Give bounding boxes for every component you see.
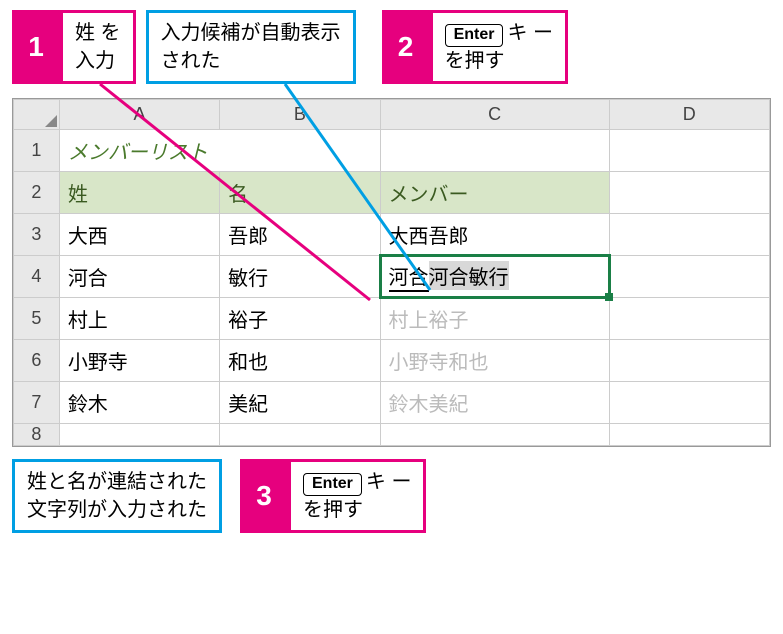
enter-key-label: Enter	[303, 473, 362, 496]
row-header[interactable]: 7	[14, 382, 60, 424]
cell[interactable]: 裕子	[220, 298, 380, 340]
cell[interactable]: 美紀	[220, 382, 380, 424]
callout-row-top: 1 姓 を 入力 入力候補が自動表示 された 2 Enterキ ー を押す	[0, 0, 783, 92]
callout-text: Enterキ ー を押す	[288, 459, 426, 533]
select-all-corner[interactable]	[14, 100, 60, 130]
cell[interactable]: 吾郎	[220, 214, 380, 256]
callout-3: 3 Enterキ ー を押す	[240, 459, 426, 533]
table-row: 7 鈴木 美紀 鈴木美紀	[14, 382, 770, 424]
cell[interactable]	[609, 214, 769, 256]
cell[interactable]	[220, 424, 380, 446]
table-row: 4 河合 敏行 河合河合敏行	[14, 256, 770, 298]
cell[interactable]	[609, 256, 769, 298]
cell[interactable]: メンバー	[380, 172, 609, 214]
row-header[interactable]: 4	[14, 256, 60, 298]
cell[interactable]: 名	[220, 172, 380, 214]
cell[interactable]	[609, 172, 769, 214]
cell[interactable]	[380, 424, 609, 446]
callout-text: 入力候補が自動表示 された	[146, 10, 356, 84]
table-row: 8	[14, 424, 770, 446]
typed-text: 河合	[389, 261, 429, 292]
col-header-b[interactable]: B	[220, 100, 380, 130]
cell[interactable]: 河合	[59, 256, 219, 298]
row-header[interactable]: 2	[14, 172, 60, 214]
table-row: 5 村上 裕子 村上裕子	[14, 298, 770, 340]
row-header[interactable]: 1	[14, 130, 60, 172]
cell[interactable]: 敏行	[220, 256, 380, 298]
cell[interactable]	[609, 340, 769, 382]
select-all-icon	[45, 115, 57, 127]
cell[interactable]: 鈴木	[59, 382, 219, 424]
sheet-table[interactable]: A B C D 1 メンバーリスト 2 姓 名 メンバー 3 大西 吾郎 大西吾…	[13, 99, 770, 446]
flash-fill-suggestion[interactable]: 鈴木美紀	[380, 382, 609, 424]
callout-result: 姓と名が連結された 文字列が入力された	[12, 459, 222, 533]
row-header[interactable]: 3	[14, 214, 60, 256]
row-header[interactable]: 8	[14, 424, 60, 446]
column-header-row: A B C D	[14, 100, 770, 130]
cell[interactable]	[609, 298, 769, 340]
col-header-c[interactable]: C	[380, 100, 609, 130]
col-header-a[interactable]: A	[59, 100, 219, 130]
callout-autocomplete: 入力候補が自動表示 された	[146, 10, 356, 84]
callout-text: Enterキ ー を押す	[430, 10, 568, 84]
flash-fill-suggestion[interactable]: 小野寺和也	[380, 340, 609, 382]
active-cell[interactable]: 河合河合敏行	[380, 256, 609, 298]
callout-number: 2	[382, 10, 430, 84]
row-header[interactable]: 5	[14, 298, 60, 340]
callout-text: 姓と名が連結された 文字列が入力された	[12, 459, 222, 533]
table-row: 6 小野寺 和也 小野寺和也	[14, 340, 770, 382]
cell[interactable]: 姓	[59, 172, 219, 214]
cell[interactable]: メンバーリスト	[59, 130, 380, 172]
table-row: 1 メンバーリスト	[14, 130, 770, 172]
cell[interactable]	[59, 424, 219, 446]
table-row: 3 大西 吾郎 大西吾郎	[14, 214, 770, 256]
callout-row-bottom: 姓と名が連結された 文字列が入力された 3 Enterキ ー を押す	[0, 447, 783, 541]
cell[interactable]	[609, 130, 769, 172]
cell[interactable]: 大西	[59, 214, 219, 256]
col-header-d[interactable]: D	[609, 100, 769, 130]
callout-number: 1	[12, 10, 60, 84]
flash-fill-suggestion[interactable]: 村上裕子	[380, 298, 609, 340]
cell[interactable]: 大西吾郎	[380, 214, 609, 256]
table-row: 2 姓 名 メンバー	[14, 172, 770, 214]
callout-text: 姓 を 入力	[60, 10, 136, 84]
cell[interactable]: 和也	[220, 340, 380, 382]
row-header[interactable]: 6	[14, 340, 60, 382]
callout-number: 3	[240, 459, 288, 533]
cell[interactable]	[609, 424, 769, 446]
cell[interactable]	[380, 130, 609, 172]
autocomplete-text: 河合敏行	[429, 261, 509, 290]
cell[interactable]	[609, 382, 769, 424]
cell[interactable]: 小野寺	[59, 340, 219, 382]
enter-key-label: Enter	[445, 24, 504, 47]
callout-2: 2 Enterキ ー を押す	[382, 10, 568, 84]
spreadsheet[interactable]: A B C D 1 メンバーリスト 2 姓 名 メンバー 3 大西 吾郎 大西吾…	[12, 98, 771, 447]
callout-1: 1 姓 を 入力	[12, 10, 136, 84]
cell[interactable]: 村上	[59, 298, 219, 340]
